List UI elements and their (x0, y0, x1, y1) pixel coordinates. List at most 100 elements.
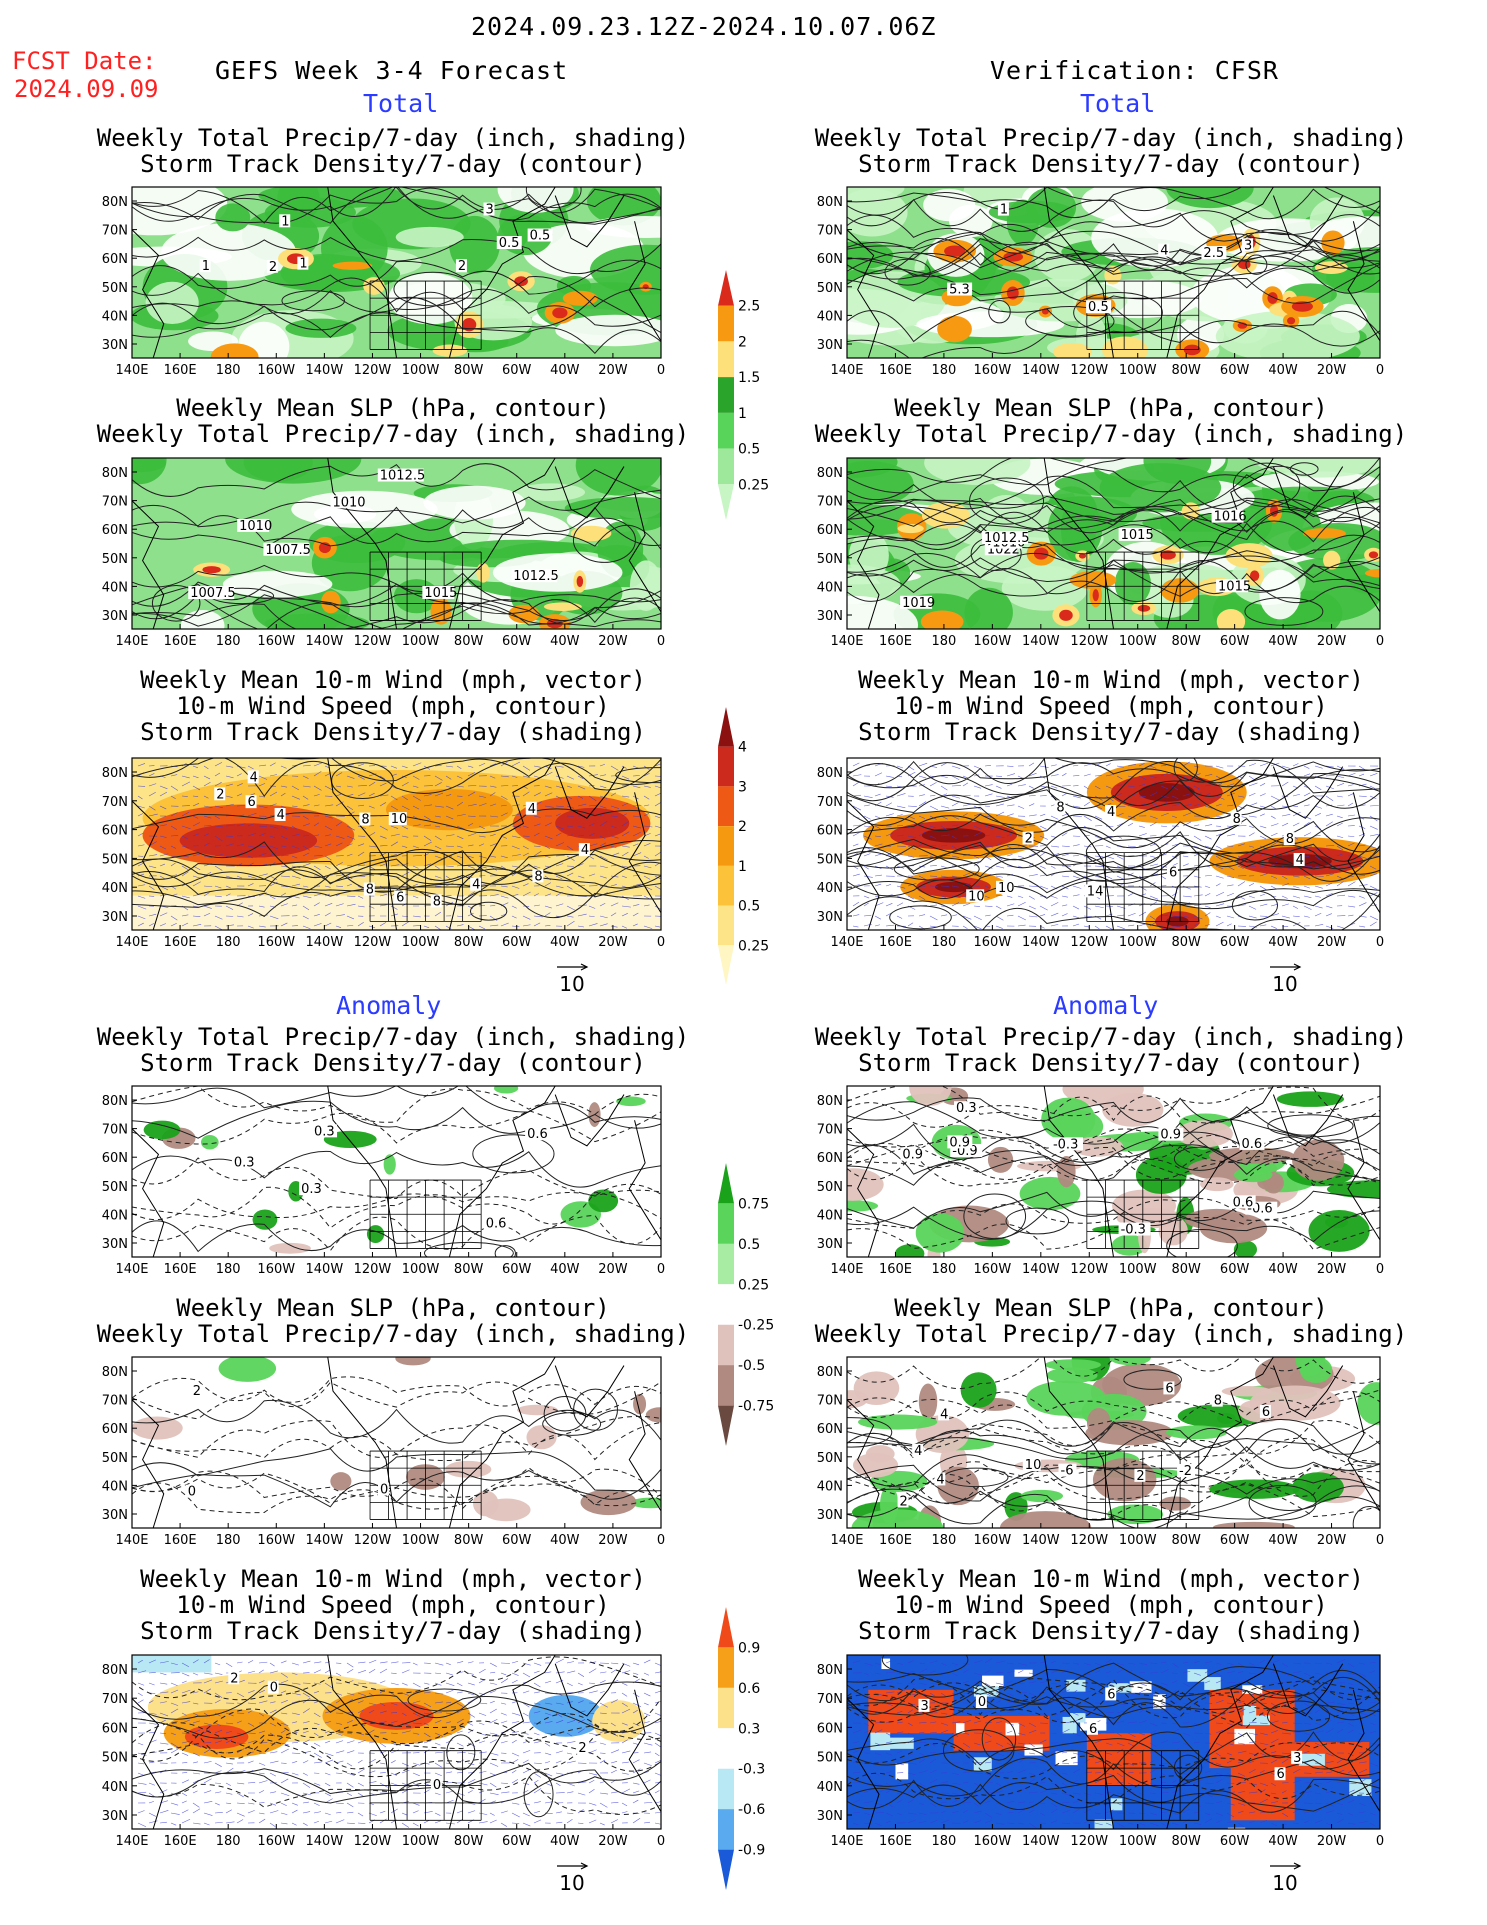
contour-label: 0 (380, 1483, 388, 1498)
contour-label: 0 (433, 1778, 441, 1793)
reference-vector-label: 10 (1272, 972, 1297, 996)
lon-tick-label: 120W (354, 935, 392, 950)
lon-tick-label: 80W (454, 935, 484, 950)
lat-tick-label: 40N (102, 1780, 128, 1795)
lat-tick-label: 70N (102, 495, 128, 510)
panel-title-line: Weekly Total Precip/7-day (inch, shading… (814, 124, 1408, 152)
contour-label: 3 (920, 1699, 928, 1714)
contour-label: 8 (534, 869, 542, 884)
lon-tick-label: 160E (164, 1533, 197, 1548)
lon-tick-label: 140E (830, 363, 863, 378)
lon-tick-label: 160W (257, 1533, 295, 1548)
fcst-date-label: FCST Date: (12, 47, 157, 75)
panel-title-line: Storm Track Density/7-day (shading) (140, 1617, 646, 1645)
lat-tick-label: 40N (817, 1479, 843, 1494)
contour-label: 8 (433, 894, 441, 909)
colorbar-anom-storm: 0.9 0.6 0.3 -0.3 -0.6 -0.9 (718, 1607, 765, 1890)
lat-tick-label: 70N (817, 795, 843, 810)
contour-label: 1016 (1214, 510, 1247, 525)
lon-tick-label: 60W (1220, 935, 1250, 950)
lon-tick-label: 100W (1119, 634, 1157, 649)
lat-tick-label: 50N (102, 281, 128, 296)
panel-title-line: Weekly Mean 10-m Wind (mph, vector) (858, 1565, 1364, 1593)
lon-tick-label: 120W (354, 634, 392, 649)
lon-tick-label: 20W (1317, 1533, 1347, 1548)
colorbar-label: -0.75 (738, 1399, 774, 1415)
lon-tick-label: 80W (454, 634, 484, 649)
contour-label: 4 (581, 843, 589, 858)
lon-tick-label: 120W (354, 363, 392, 378)
lon-tick-label: 160W (257, 363, 295, 378)
colorbar-label: 0.5 (738, 899, 760, 915)
lon-tick-label: 160E (879, 935, 912, 950)
panel-title-line: Weekly Total Precip/7-day (inch, shading… (814, 420, 1408, 448)
colorbar-label: 4 (738, 740, 747, 756)
lon-tick-label: 100W (1119, 1262, 1157, 1277)
contour-label: 6 (1277, 1767, 1285, 1782)
contour-label: 0.3 (301, 1182, 322, 1197)
lon-tick-label: 120W (1070, 935, 1108, 950)
contour-label: 1015 (1218, 579, 1251, 594)
colorbar-swatch (718, 484, 734, 520)
lat-tick-label: 80N (102, 195, 128, 210)
panel-title-line: 10-m Wind Speed (mph, contour) (894, 692, 1328, 720)
colorbar-label: 2 (738, 819, 747, 835)
lon-tick-label: 80W (454, 363, 484, 378)
contour-label: 2 (458, 259, 466, 274)
contour-label: 6 (1089, 1722, 1097, 1737)
lon-tick-label: 120W (354, 1533, 392, 1548)
lat-tick-label: 50N (102, 1180, 128, 1195)
contour-label: 0.6 (527, 1127, 548, 1142)
lat-tick-label: 50N (817, 1751, 843, 1766)
lon-tick-label: 160E (879, 1834, 912, 1849)
lon-tick-label: 100W (402, 935, 440, 950)
lon-tick-label: 100W (402, 363, 440, 378)
lon-tick-label: 140W (1022, 1533, 1060, 1548)
contour-label: 4 (528, 802, 536, 817)
lat-tick-label: 30N (102, 910, 128, 925)
colorbar-swatch (718, 1203, 734, 1244)
lon-tick-label: 40W (1268, 935, 1298, 950)
lon-tick-label: 140W (1022, 634, 1060, 649)
lon-tick-label: 0 (657, 1533, 665, 1548)
contour-label: -2 (1179, 1464, 1192, 1479)
contour-label: 1015 (424, 586, 457, 601)
lon-tick-label: 40W (1268, 363, 1298, 378)
contour-label: 6 (1262, 1405, 1270, 1420)
contour-label: 1019 (902, 596, 935, 611)
contour-label: 4 (250, 770, 258, 785)
left-total-label: Total (363, 89, 439, 118)
contour-label: 0.9 (949, 1135, 970, 1150)
contour-label: 10 (998, 881, 1015, 896)
lon-tick-label: 180 (931, 1533, 956, 1548)
lon-tick-label: 40W (550, 1262, 580, 1277)
map-panel-r-1: 5.3 3 4 0.5 1 2.5 140E 160E 180 160W 140W 120W 100W 8… (817, 186, 1384, 378)
lon-tick-label: 60W (502, 363, 532, 378)
lon-tick-label: 160W (974, 634, 1012, 649)
lon-tick-label: 140E (830, 1262, 863, 1277)
contour-label: 10 (1025, 1458, 1042, 1473)
contour-label: 0.3 (956, 1101, 977, 1116)
lat-tick-label: 40N (102, 1208, 128, 1223)
lat-tick-label: 50N (817, 852, 843, 867)
map-panel-l-5: 2 0 0 140E 160E 180 160W 140W 120W 100W 80W 60W 40W 2… (102, 1356, 665, 1548)
lat-tick-label: 60N (817, 1721, 843, 1736)
contour-label: 0.6 (1233, 1195, 1254, 1210)
contour-label: 4 (1160, 244, 1168, 259)
lat-tick-label: 50N (817, 1180, 843, 1195)
left-column-title: GEFS Week 3-4 Forecast (215, 56, 569, 85)
contour-label: 8 (1056, 800, 1064, 815)
lat-tick-label: 60N (817, 1422, 843, 1437)
map-panel-l-4: 0.3 0.6 0.6 0.3 0.3 140E 160E 180 160W 140W 120W 10… (102, 1085, 665, 1277)
lon-tick-label: 180 (931, 935, 956, 950)
lon-tick-label: 120W (354, 1834, 392, 1849)
contour-label: 4 (277, 808, 285, 823)
colorbar-label: 1 (738, 859, 747, 875)
contour-label: 8 (1214, 1394, 1222, 1409)
colorbar-label: 1.5 (738, 370, 760, 386)
lon-tick-label: 160E (164, 363, 197, 378)
lon-tick-label: 180 (931, 1834, 956, 1849)
colorbar-label: -0.3 (738, 1762, 765, 1778)
lat-tick-label: 80N (817, 1663, 843, 1678)
contour-label: 0.9 (902, 1148, 923, 1163)
